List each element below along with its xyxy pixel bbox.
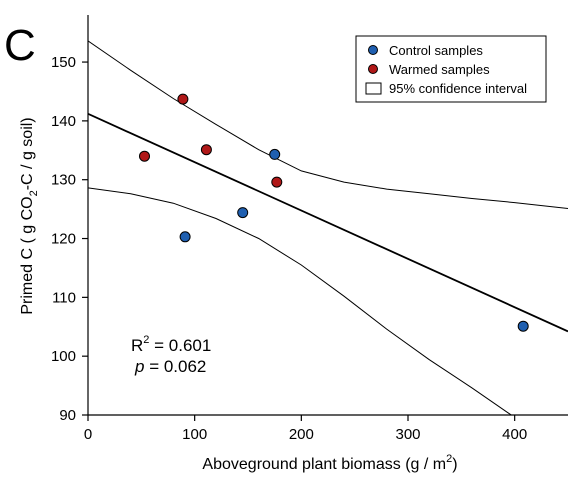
legend-box xyxy=(355,35,547,103)
data-point-control xyxy=(237,207,249,219)
regression-line xyxy=(88,113,568,333)
data-point-warmed xyxy=(139,150,150,162)
regression-line-group xyxy=(88,113,568,333)
legend-label-warmed: Warmed samples xyxy=(389,62,490,77)
y-axis-ticks: 90 100 110 120 130 140 150 xyxy=(51,54,88,424)
x-tick-label: 0 xyxy=(84,426,92,443)
x-tick-label: 100 xyxy=(182,426,207,443)
y-axis-title: Primed C ( g CO2-C / g soil) xyxy=(19,117,40,314)
data-point-control xyxy=(179,231,191,243)
data-point-warmed xyxy=(271,176,283,188)
r-squared-text: R2 = 0.601 xyxy=(131,334,211,355)
legend-swatch-control xyxy=(368,45,378,55)
confidence-band-upper xyxy=(88,40,568,209)
data-points xyxy=(139,93,529,332)
y-tick-label: 120 xyxy=(51,231,76,248)
stats-annotation: R2 = 0.601 p = 0.062 xyxy=(131,334,211,376)
data-point-control xyxy=(269,148,281,160)
legend: Control samples Warmed samples 95% confi… xyxy=(355,35,547,103)
legend-label-ci: 95% confidence interval xyxy=(389,81,527,96)
data-point-control xyxy=(517,320,529,332)
confidence-band xyxy=(88,40,568,415)
confidence-band-lower xyxy=(88,187,513,415)
x-tick-label: 400 xyxy=(502,426,527,443)
y-tick-label: 90 xyxy=(59,407,76,424)
y-tick-label: 150 xyxy=(51,54,76,71)
panel-label: C xyxy=(4,21,36,70)
x-axis-title: Aboveground plant biomass (g / m2) xyxy=(202,453,457,473)
y-tick-label: 130 xyxy=(51,172,76,189)
x-axis-ticks: 0 100 200 300 400 xyxy=(84,415,527,443)
y-tick-label: 140 xyxy=(51,113,76,130)
x-tick-label: 200 xyxy=(289,426,314,443)
y-tick-label: 100 xyxy=(51,348,76,365)
legend-swatch-ci xyxy=(365,82,382,95)
x-tick-label: 300 xyxy=(395,426,420,443)
legend-label-control: Control samples xyxy=(389,43,483,58)
p-value-text: p = 0.062 xyxy=(134,357,206,376)
legend-swatch-warmed xyxy=(368,64,378,74)
y-tick-label: 110 xyxy=(52,289,76,306)
data-point-warmed xyxy=(177,93,189,105)
data-point-warmed xyxy=(200,144,212,156)
